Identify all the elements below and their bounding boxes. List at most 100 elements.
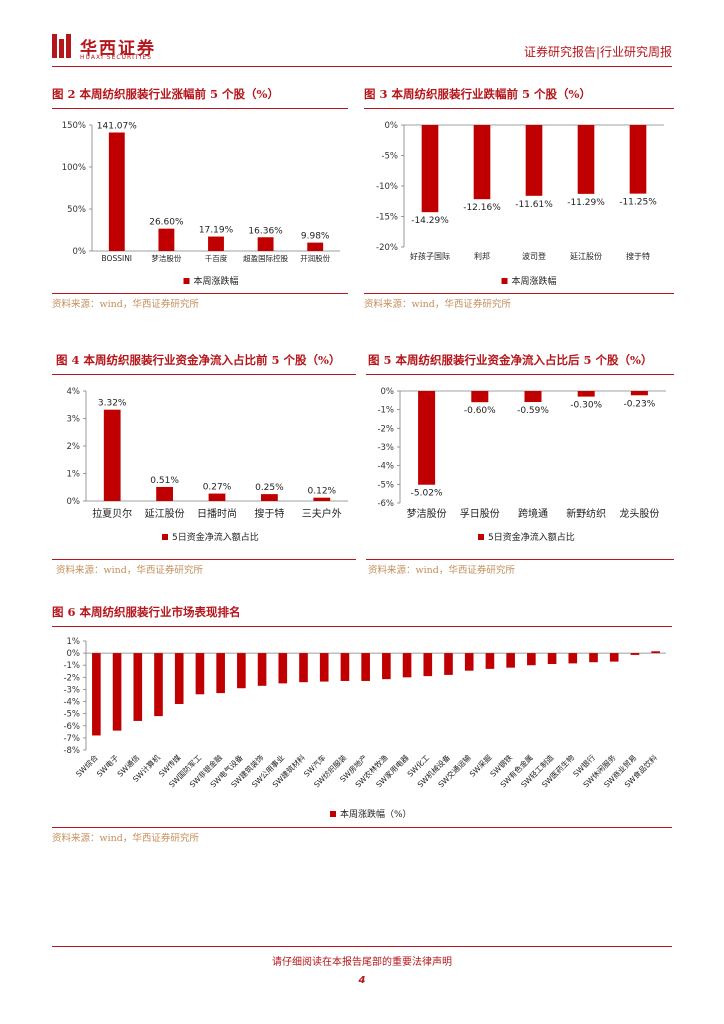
fig4-panel: 0% 1% 2% 3% 4% 3.32% 拉夏贝尔 0.51% 延江股份 0.27% 日播时尚 0.2…: [52, 374, 356, 560]
fig6-bar: [423, 653, 433, 677]
fig5-data-label: -0.59%: [517, 406, 549, 416]
fig6-bar: [112, 653, 122, 731]
fig4-category-label: 搜于特: [254, 507, 284, 520]
fig2-category-label: 梦洁股份: [151, 253, 181, 263]
legal-disclaimer: 请仔细阅读在本报告尾部的重要法律声明: [272, 957, 452, 968]
footer-rule: [52, 946, 672, 947]
fig6-ytick-label: -5%: [63, 710, 80, 720]
fig5-category-label: 新野纺织: [566, 507, 606, 520]
fig3-data-label: -12.16%: [463, 203, 501, 213]
fig2-panel: 0% 50% 100% 150% 141.07% BOSSINI 26.60% 梦洁股份 17.…: [52, 108, 348, 294]
fig6-chart: 1%0%-1%-2%-3%-4%-5%-6%-7%-8%SW综合SW电子SW通信…: [63, 637, 666, 820]
fig4-data-label: 3.32%: [98, 399, 127, 409]
fig4-data-label: 0.27%: [203, 483, 232, 493]
fig4-ytick-label: 3%: [67, 415, 81, 425]
page-number: 4: [358, 975, 366, 986]
fig2-category-label: 开润股份: [300, 253, 330, 263]
fig2-chart: 0% 50% 100% 150% 141.07% BOSSINI 26.60% 梦洁股份 17.…: [62, 121, 340, 287]
fig3-ytick-label: 0%: [385, 121, 399, 131]
fig5-category-label: 孚日股份: [460, 508, 500, 520]
fig4-legend-swatch: [162, 534, 168, 540]
fig5-ytick-label: -2%: [377, 424, 394, 434]
fig2-data-label: 9.98%: [301, 232, 330, 242]
fig4-source: 资料来源：wind，华西证券研究所: [56, 565, 203, 576]
fig4-bar: [156, 486, 173, 501]
fig5-ytick-label: -6%: [377, 499, 394, 509]
fig2-data-label: 26.60%: [149, 218, 184, 228]
fig6-ytick-label: 0%: [67, 649, 81, 659]
fig2-source: 资料来源：wind，华西证券研究所: [52, 299, 199, 310]
fig6-bar: [651, 651, 660, 654]
fig6-bar: [547, 653, 557, 665]
fig3-data-label: -11.25%: [619, 198, 657, 208]
fig3-panel: 0% -5% -10% -15% -20% -14.29% 好孩子国际 -12.16% 利邦 -1…: [364, 108, 674, 294]
fig4-data-label: 0.25%: [255, 483, 284, 493]
fig6-bar: [340, 653, 350, 681]
fig5-ytick-label: -5%: [377, 480, 394, 490]
fig5-data-label: -0.60%: [464, 406, 496, 416]
fig3-category-label: 好孩子国际: [410, 251, 450, 261]
fig2-bar: [208, 236, 224, 251]
fig5-ytick-label: -3%: [377, 443, 394, 453]
fig6-bar: [195, 653, 205, 695]
fig5-legend-swatch: [478, 534, 484, 540]
fig2-category-label: 超盈国际控股: [243, 253, 288, 263]
fig5-ytick-label: -4%: [377, 462, 394, 472]
fig6-bar: [485, 653, 495, 669]
fig3-source: 资料来源：wind，华西证券研究所: [364, 299, 511, 310]
fig6-bar: [319, 653, 329, 682]
fig2-bar: [257, 237, 274, 251]
fig5-bar: [471, 391, 489, 403]
fig6-bar: [257, 653, 267, 686]
fig4-ytick-label: 2%: [67, 442, 81, 452]
fig3-category-label: 延江股份: [570, 251, 602, 261]
fig6-bar: [464, 653, 474, 671]
logo-text-cn: 华西证券: [80, 39, 156, 59]
fig2-bar: [307, 242, 324, 251]
fig6-title: 图 6 本周纺织服装行业市场表现排名: [52, 605, 241, 619]
fig6-bar: [92, 653, 101, 736]
fig3-data-label: -11.29%: [567, 198, 605, 208]
fig6-legend-label: 本周涨跌幅（%）: [340, 808, 412, 820]
fig5-category-label: 跨境通: [518, 507, 548, 520]
fig5-legend-label: 5日资金净流入额占比: [488, 531, 575, 543]
fig4-category-label: 拉夏贝尔: [92, 507, 132, 520]
huaxi-logo-icon: [52, 34, 71, 58]
fig4-category-label: 日播时尚: [197, 507, 237, 520]
fig4-ytick-label: 4%: [67, 387, 81, 397]
report-type: 证券研究报告|行业研究周报: [523, 45, 672, 59]
fig6-bar: [506, 653, 515, 668]
fig3-ytick-label: -20%: [376, 243, 398, 253]
fig2-data-label: 17.19%: [199, 226, 234, 236]
fig4-data-label: 0.12%: [308, 487, 337, 497]
fig2-data-label: 16.36%: [248, 226, 283, 236]
fig6-bar: [154, 653, 163, 717]
fig2-ytick-label: 150%: [62, 121, 86, 131]
fig2-category-label: 千百度: [205, 253, 228, 263]
fig6-ytick-label: -6%: [63, 722, 80, 732]
fig3-bar: [525, 125, 543, 196]
fig5-data-label: -0.30%: [570, 401, 602, 411]
fig3-data-label: -14.29%: [411, 216, 449, 226]
fig3-bar: [473, 125, 491, 200]
fig2-category-label: BOSSINI: [102, 254, 132, 263]
fig6-ytick-label: 1%: [67, 637, 81, 647]
fig3-category-label: 搜于特: [626, 251, 650, 261]
fig6-category-label: SW采掘: [467, 752, 493, 778]
fig3-category-label: 利邦: [474, 251, 490, 261]
fig2-bar: [158, 228, 175, 251]
fig5-data-label: -0.23%: [623, 399, 655, 409]
fig3-legend-label: 本周涨跌幅: [512, 275, 557, 287]
fig4-ytick-label: 1%: [67, 470, 81, 480]
fig3-chart: 0% -5% -10% -15% -20% -14.29% 好孩子国际 -12.16% 利邦 -1…: [376, 121, 664, 287]
fig3-ytick-label: -5%: [381, 152, 398, 162]
logo-text-en: HUAXI SECURITIES: [80, 54, 152, 61]
fig6-bar: [382, 653, 391, 680]
fig3-bar: [577, 125, 595, 194]
fig5-bar: [524, 391, 542, 403]
fig6-source: 资料来源：wind，华西证券研究所: [52, 833, 199, 844]
fig6-bar: [630, 653, 640, 655]
fig6-panel: 1% 0% -1% -2% -3% -4% -5% -6% -7% -8% SW综合 SW电子 SW通信…: [52, 626, 672, 828]
fig6-bar: [402, 653, 412, 678]
fig5-ytick-label: -1%: [377, 406, 394, 416]
